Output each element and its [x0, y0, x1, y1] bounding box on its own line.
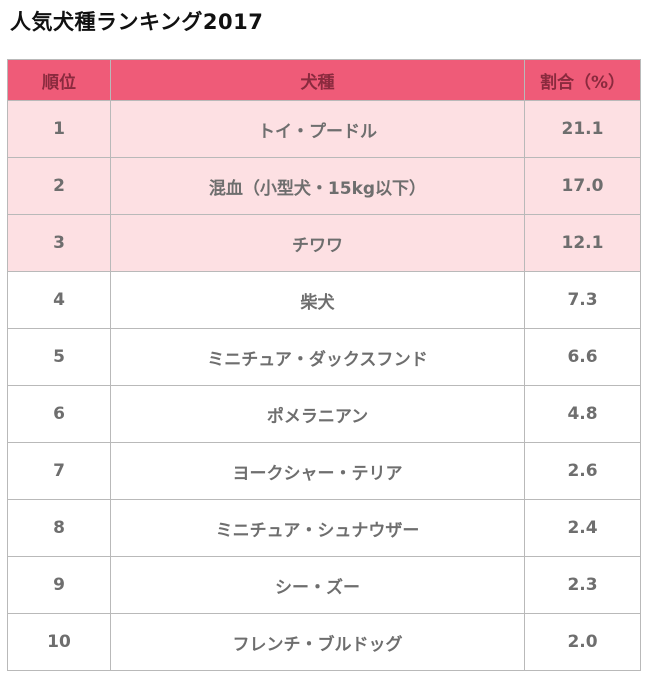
rank-cell: 6 — [7, 385, 111, 443]
breed-cell: フレンチ・ブルドッグ — [110, 613, 525, 671]
breed-cell: チワワ — [110, 214, 525, 272]
breed-cell: シー・ズー — [110, 556, 525, 614]
table-row: 10 フレンチ・ブルドッグ 2.0 — [7, 613, 641, 671]
breed-cell: ヨークシャー・テリア — [110, 442, 525, 500]
percent-cell: 17.0 — [524, 157, 641, 215]
table-row: 9 シー・ズー 2.3 — [7, 556, 641, 614]
breed-cell: ポメラニアン — [110, 385, 525, 443]
rank-cell: 4 — [7, 271, 111, 329]
percent-cell: 21.1 — [524, 100, 641, 158]
table-row: 3 チワワ 12.1 — [7, 214, 641, 272]
breed-cell: ミニチュア・シュナウザー — [110, 499, 525, 557]
rank-cell: 2 — [7, 157, 111, 215]
ranking-table: 順位 犬種 割合（%） 1 トイ・プードル 21.1 2 混血（小型犬・15kg… — [7, 59, 641, 671]
rank-cell: 10 — [7, 613, 111, 671]
table-row: 8 ミニチュア・シュナウザー 2.4 — [7, 499, 641, 557]
rank-cell: 7 — [7, 442, 111, 500]
table-row: 6 ポメラニアン 4.8 — [7, 385, 641, 443]
header-breed: 犬種 — [110, 59, 525, 101]
rank-cell: 3 — [7, 214, 111, 272]
rank-cell: 5 — [7, 328, 111, 386]
percent-cell: 4.8 — [524, 385, 641, 443]
breed-cell: ミニチュア・ダックスフンド — [110, 328, 525, 386]
table-header-row: 順位 犬種 割合（%） — [7, 59, 641, 101]
breed-cell: トイ・プードル — [110, 100, 525, 158]
table-row: 5 ミニチュア・ダックスフンド 6.6 — [7, 328, 641, 386]
percent-cell: 7.3 — [524, 271, 641, 329]
breed-cell: 柴犬 — [110, 271, 525, 329]
table-row: 4 柴犬 7.3 — [7, 271, 641, 329]
table-row: 2 混血（小型犬・15kg以下） 17.0 — [7, 157, 641, 215]
percent-cell: 2.0 — [524, 613, 641, 671]
percent-cell: 2.6 — [524, 442, 641, 500]
header-percent: 割合（%） — [524, 59, 641, 101]
table-row: 1 トイ・プードル 21.1 — [7, 100, 641, 158]
percent-cell: 2.3 — [524, 556, 641, 614]
rank-cell: 9 — [7, 556, 111, 614]
page-title: 人気犬種ランキング2017 — [10, 10, 264, 34]
header-rank: 順位 — [7, 59, 111, 101]
percent-cell: 2.4 — [524, 499, 641, 557]
percent-cell: 12.1 — [524, 214, 641, 272]
table-row: 7 ヨークシャー・テリア 2.6 — [7, 442, 641, 500]
rank-cell: 8 — [7, 499, 111, 557]
breed-cell: 混血（小型犬・15kg以下） — [110, 157, 525, 215]
rank-cell: 1 — [7, 100, 111, 158]
percent-cell: 6.6 — [524, 328, 641, 386]
